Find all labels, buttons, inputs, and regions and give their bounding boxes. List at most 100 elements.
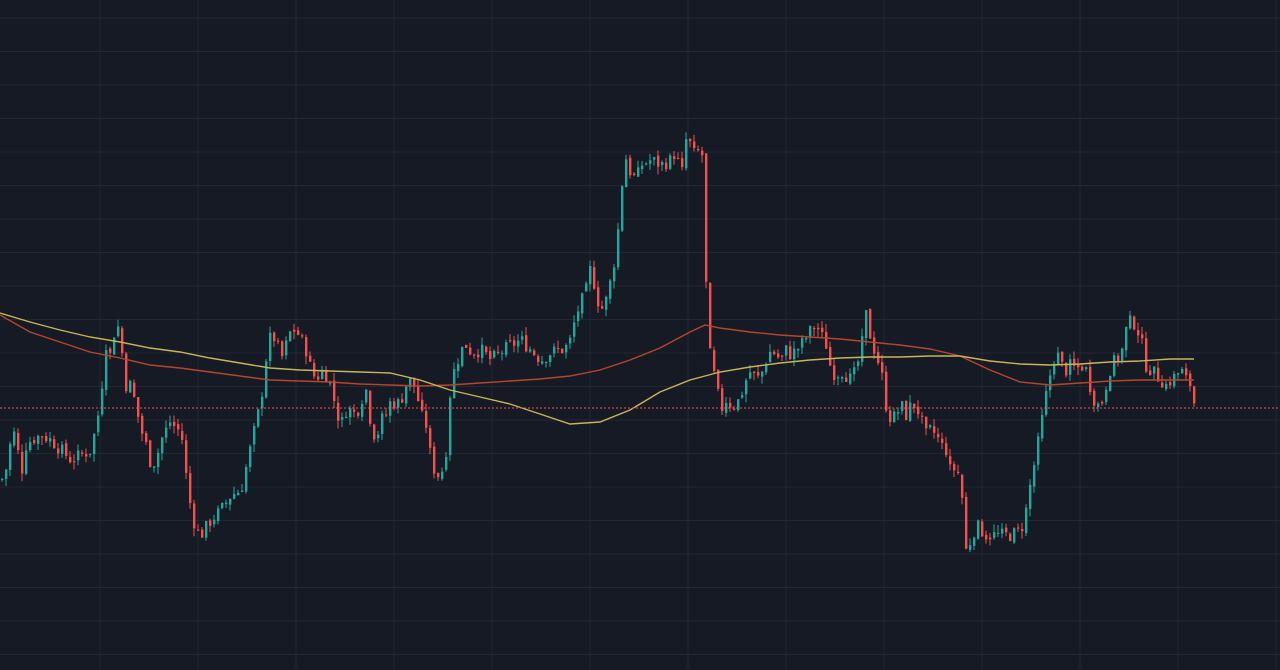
candle-up — [585, 283, 588, 292]
candle-down — [1157, 367, 1160, 382]
candle-down — [485, 346, 488, 353]
candle-up — [221, 502, 224, 509]
candle-up — [1181, 369, 1184, 374]
candle-down — [633, 173, 636, 175]
candle-down — [537, 356, 540, 362]
candle-down — [757, 372, 760, 376]
candle-down — [525, 335, 528, 352]
ma-fast-line — [0, 314, 1194, 387]
candle-down — [1137, 330, 1140, 336]
candle-up — [589, 265, 592, 285]
candle-up — [97, 415, 100, 433]
candle-down — [149, 440, 152, 467]
candle-up — [381, 413, 384, 434]
candle-up — [37, 435, 40, 444]
candle-up — [545, 362, 548, 364]
candle-down — [1169, 382, 1172, 386]
candle-up — [997, 532, 1000, 534]
candle-down — [1065, 362, 1068, 376]
candle-down — [85, 454, 88, 457]
candle-down — [949, 456, 952, 465]
candle-up — [205, 521, 208, 538]
candle-down — [881, 362, 884, 373]
candle-up — [157, 452, 160, 467]
ma-slow-line — [0, 312, 1194, 425]
candle-up — [1177, 373, 1180, 375]
candle-up — [457, 364, 460, 372]
candle-up — [765, 363, 768, 373]
candle-up — [605, 296, 608, 310]
candle-up — [853, 367, 856, 375]
candle-up — [761, 371, 764, 377]
candle-down — [281, 341, 284, 357]
candle-down — [297, 330, 300, 335]
candle-down — [657, 155, 660, 167]
candle-up — [29, 442, 32, 451]
candle-up — [517, 340, 520, 347]
candle-up — [261, 396, 264, 409]
candle-up — [1, 478, 4, 480]
candle-up — [113, 337, 116, 355]
candle-up — [153, 466, 156, 468]
candle-up — [165, 427, 168, 438]
candle-up — [849, 373, 852, 384]
candle-up — [25, 450, 28, 474]
candle-up — [105, 349, 108, 390]
candle-down — [1193, 386, 1196, 404]
candle-up — [1037, 436, 1040, 465]
candle-up — [969, 545, 972, 550]
candle-up — [649, 160, 652, 164]
candle-down — [965, 496, 968, 549]
candle-up — [725, 403, 728, 413]
candle-down — [401, 399, 404, 403]
candle-down — [21, 451, 24, 474]
candle-up — [1129, 315, 1132, 329]
candle-up — [993, 532, 996, 538]
candle-down — [185, 440, 188, 473]
candle-down — [781, 355, 784, 357]
candle-up — [1153, 366, 1156, 374]
candle-up — [341, 417, 344, 420]
candle-down — [773, 351, 776, 355]
candle-down — [777, 353, 780, 358]
candle-up — [1013, 528, 1016, 543]
candle-up — [493, 351, 496, 358]
candle-up — [749, 372, 752, 379]
candle-down — [277, 340, 280, 342]
candle-down — [53, 439, 56, 449]
candle-up — [365, 389, 368, 403]
candle-up — [161, 437, 164, 454]
candle-down — [141, 415, 144, 434]
candle-down — [813, 328, 816, 330]
candle-down — [941, 438, 944, 443]
candle-down — [689, 138, 692, 142]
candle-down — [705, 153, 708, 282]
candle-down — [821, 327, 824, 333]
candle-up — [897, 412, 900, 414]
candle-down — [317, 376, 320, 380]
candle-up — [617, 229, 620, 268]
candle-down — [137, 397, 140, 417]
candle-down — [1101, 402, 1104, 404]
candle-up — [669, 155, 672, 169]
candle-down — [145, 433, 148, 442]
candle-down — [701, 150, 704, 156]
candle-down — [953, 464, 956, 471]
candle-up — [1113, 355, 1116, 376]
candle-up — [257, 409, 260, 427]
candle-up — [565, 344, 568, 353]
candle-down — [833, 365, 836, 380]
candle-up — [269, 332, 272, 361]
candle-down — [353, 409, 356, 412]
candle-up — [129, 380, 132, 393]
candle-up — [1057, 352, 1060, 366]
candle-down — [729, 402, 732, 408]
candle-up — [549, 355, 552, 362]
candle-down — [313, 362, 316, 377]
candle-up — [1121, 348, 1124, 361]
candle-down — [957, 471, 960, 473]
candle-down — [465, 344, 468, 348]
candle-up — [505, 342, 508, 355]
